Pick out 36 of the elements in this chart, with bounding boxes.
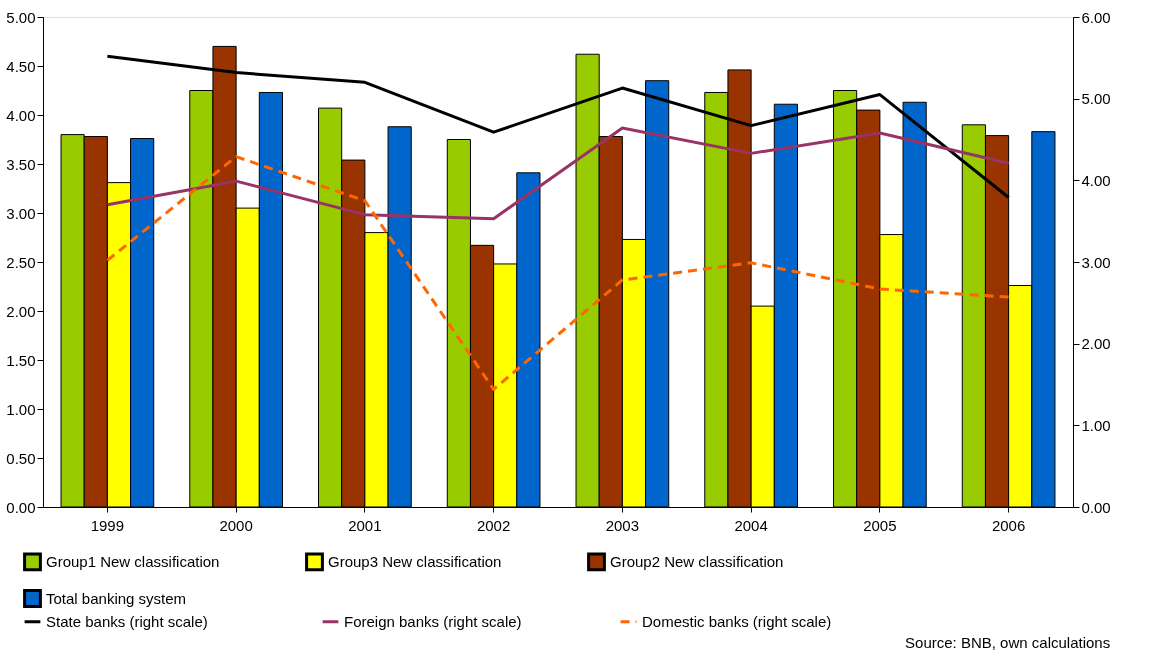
x-tick-label: 2005 xyxy=(863,516,897,534)
x-tick-label: 2001 xyxy=(348,516,382,534)
y2-tick-label: 3.00 xyxy=(1081,253,1111,271)
line-series xyxy=(105,126,1011,221)
y2-tick-label: 1.00 xyxy=(1081,416,1111,434)
y-tick-label: 3.50 xyxy=(6,155,36,173)
legend-label: Group1 New classification xyxy=(46,552,220,570)
legend-label: Domestic banks (right scale) xyxy=(642,612,832,630)
y2-tick-label: 0.00 xyxy=(1081,498,1111,516)
y-tick-label: 3.00 xyxy=(6,204,36,222)
y-tick-label: 0.50 xyxy=(6,449,36,467)
legend-label: Group2 New classification xyxy=(610,552,784,570)
y-tick-label: 1.50 xyxy=(6,351,36,369)
source-note: Source: BNB, own calculations xyxy=(905,634,1111,651)
legend-label: Total banking system xyxy=(46,589,187,607)
y-tick-label: 2.00 xyxy=(6,302,36,320)
y2-tick-label: 2.00 xyxy=(1081,335,1111,353)
x-tick-label: 2004 xyxy=(734,516,768,534)
line-series xyxy=(105,155,1011,391)
x-tick-label: 1999 xyxy=(90,516,125,534)
x-tick-label: 2002 xyxy=(476,516,511,534)
y-tick-label: 4.00 xyxy=(6,106,36,124)
x-tick-label: 2003 xyxy=(605,516,640,534)
y2-tick-label: 4.00 xyxy=(1081,171,1111,189)
y2-tick-label: 6.00 xyxy=(1081,8,1111,26)
y2-tick-label: 5.00 xyxy=(1081,90,1111,108)
y-tick-label: 1.00 xyxy=(6,400,36,418)
x-tick-label: 2006 xyxy=(991,516,1026,534)
y-tick-label: 5.00 xyxy=(6,8,36,26)
x-tick-label: 2000 xyxy=(219,516,253,534)
legend-label: Foreign banks (right scale) xyxy=(344,612,522,630)
y-tick-label: 0.00 xyxy=(6,498,36,516)
y-tick-label: 2.50 xyxy=(6,253,36,271)
y-tick-label: 4.50 xyxy=(6,57,36,75)
legend-label: Group3 New classification xyxy=(328,552,502,570)
legend-label: State banks (right scale) xyxy=(46,612,208,630)
